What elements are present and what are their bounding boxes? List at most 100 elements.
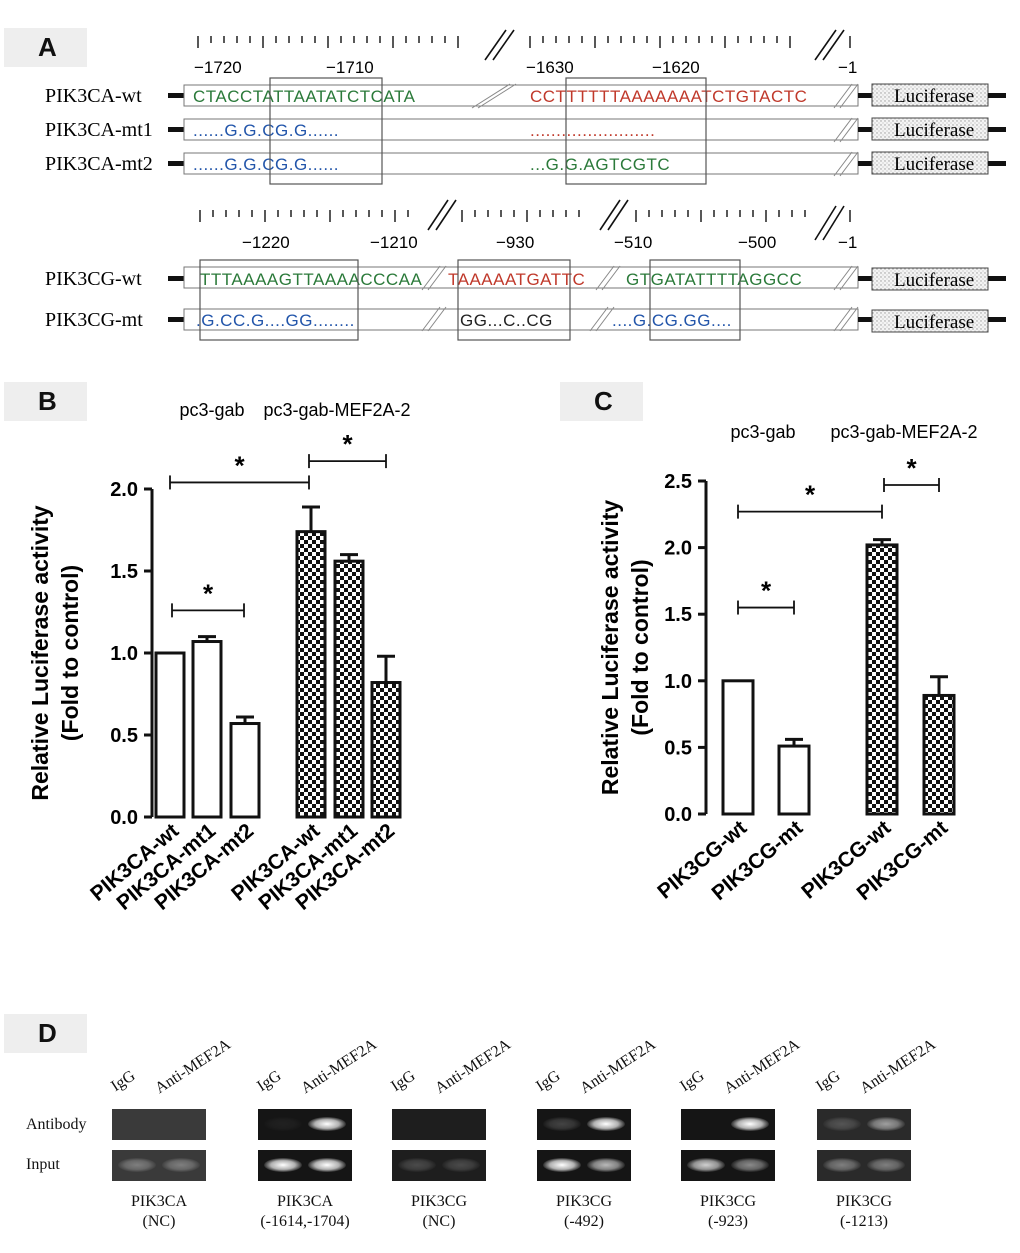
panel-c-bar-chart: 0.0 0.5 1.0 1.5 2.0 2.5 Relative Luciferase ac… xyxy=(597,422,978,905)
lane-label-igg: IgG xyxy=(254,1067,285,1096)
gene-name: PIK3CG xyxy=(699,1193,756,1210)
promoter-region: (-1614,-1704) xyxy=(260,1213,350,1230)
tick-label: −1710 xyxy=(326,58,374,77)
significance-star: * xyxy=(805,480,816,510)
highlight-box xyxy=(457,259,571,341)
tick-label: −930 xyxy=(496,233,534,252)
lane-label-igg: IgG xyxy=(677,1067,708,1096)
tick-label: −1720 xyxy=(194,58,242,77)
luciferase-label: Luciferase xyxy=(894,312,974,333)
dna-band xyxy=(867,1117,905,1131)
dna-band xyxy=(398,1158,436,1172)
dna-band xyxy=(731,1117,769,1131)
input-gel xyxy=(112,1150,206,1181)
tick-label: −1210 xyxy=(370,233,418,252)
promoter-region: (-492) xyxy=(564,1213,604,1230)
dna-band xyxy=(731,1158,769,1172)
antibody-gel xyxy=(112,1109,206,1140)
pik3cg-mt-row: PIK3CG-mt .G.CC.G....GG........ GG...C..… xyxy=(45,306,1006,333)
bar xyxy=(721,679,755,816)
tick-label: −510 xyxy=(614,233,652,252)
tick-label: −1630 xyxy=(526,58,574,77)
seq-segment: ......G.G.CG.G...... xyxy=(193,155,339,174)
bar xyxy=(922,693,956,816)
panel-b-letter: B xyxy=(4,382,87,421)
group-label: pc3-gab-MEF2A-2 xyxy=(830,422,977,442)
dna-band xyxy=(442,1158,480,1172)
gel-caption: PIK3CA (-1614,-1704) xyxy=(218,1192,392,1232)
dna-band xyxy=(543,1117,581,1131)
luciferase-label: Luciferase xyxy=(894,86,974,107)
dna-band xyxy=(823,1158,861,1172)
lane-label-igg: IgG xyxy=(108,1067,139,1096)
luciferase-label: Luciferase xyxy=(894,120,974,141)
lane-label-igg: IgG xyxy=(813,1067,844,1096)
y-tick-label: 2.5 xyxy=(664,471,692,493)
antibody-gel xyxy=(681,1109,775,1140)
bottom-ruler xyxy=(199,210,851,222)
dna-band xyxy=(264,1158,302,1172)
input-gel xyxy=(392,1150,486,1181)
promoter-region: (NC) xyxy=(422,1213,456,1230)
antibody-gel xyxy=(392,1109,486,1140)
group-label: pc3-gab xyxy=(179,400,244,420)
y-axis-label: Relative Luciferase activity xyxy=(597,500,623,796)
input-gel xyxy=(537,1150,631,1181)
bar xyxy=(370,681,402,819)
top-ruler xyxy=(197,36,851,48)
pik3ca-mt2-row: PIK3CA-mt2 ......G.G.CG.G...... ...G.G.A… xyxy=(45,151,1006,177)
gene-name: PIK3CA xyxy=(276,1193,333,1210)
seq-segment: TTTAAAAGTTAAAACCCAA xyxy=(200,270,423,289)
y-tick-label: 0.0 xyxy=(664,804,692,826)
gel-caption: PIK3CG (NC) xyxy=(352,1192,526,1232)
dna-band xyxy=(823,1117,861,1131)
y-axis-label: Relative Luciferase activity xyxy=(27,505,53,801)
seq-segment: .G.CC.G....GG........ xyxy=(196,311,355,330)
dna-band xyxy=(118,1158,156,1172)
dna-band xyxy=(543,1158,581,1172)
y-tick-label: 2.0 xyxy=(110,479,138,501)
gene-name: PIK3CG xyxy=(835,1193,892,1210)
bar xyxy=(191,640,223,819)
promoter-region: (-1213) xyxy=(840,1213,888,1230)
panel-b-bar-chart: 0.0 0.5 1.0 1.5 2.0 Relative Luciferase activ… xyxy=(27,400,411,915)
gene-name: PIK3CA xyxy=(130,1193,187,1210)
bar xyxy=(865,543,899,816)
significance-star: * xyxy=(234,450,245,480)
input-gel xyxy=(258,1150,352,1181)
highlight-box xyxy=(565,77,707,185)
highlight-box xyxy=(649,259,741,341)
group-label: pc3-gab-MEF2A-2 xyxy=(263,400,410,420)
seq-segment: CTACCTATTAATATCTCATA xyxy=(193,87,416,106)
y-tick-label: 2.0 xyxy=(664,538,692,560)
luciferase-label: Luciferase xyxy=(894,270,974,291)
tick-label: −1 xyxy=(838,233,857,252)
dna-band xyxy=(264,1117,302,1131)
y-axis-label-units: (Fold to control) xyxy=(627,559,653,735)
seq-segment: TAAAAATGATTC xyxy=(448,270,585,289)
bar xyxy=(154,651,186,819)
panel-d-letter: D xyxy=(4,1014,87,1053)
dna-band xyxy=(587,1117,625,1131)
significance-star: * xyxy=(761,576,772,606)
input-row-label: Input xyxy=(26,1156,60,1173)
y-tick-label: 1.5 xyxy=(110,561,138,583)
bar xyxy=(333,559,365,819)
lane-label-anti-mef2a: Anti-MEF2A xyxy=(857,1035,939,1098)
antibody-gel xyxy=(258,1109,352,1140)
break-marks xyxy=(427,29,845,241)
tick-label: −1220 xyxy=(242,233,290,252)
promoter-region: (-923) xyxy=(708,1213,748,1230)
y-tick-label: 1.0 xyxy=(664,671,692,693)
group-label: pc3-gab xyxy=(730,422,795,442)
gene-name: PIK3CG xyxy=(410,1193,467,1210)
highlight-box xyxy=(269,77,383,185)
bar xyxy=(295,530,327,819)
seq-segment: GG...C..CG xyxy=(460,311,553,330)
significance-star: * xyxy=(203,578,214,608)
panel-a-letter: A xyxy=(4,28,87,67)
row-label: PIK3CA-mt1 xyxy=(45,119,153,141)
promoter-region: (NC) xyxy=(142,1213,176,1230)
lane-label-anti-mef2a: Anti-MEF2A xyxy=(721,1035,803,1098)
bar xyxy=(229,722,261,819)
